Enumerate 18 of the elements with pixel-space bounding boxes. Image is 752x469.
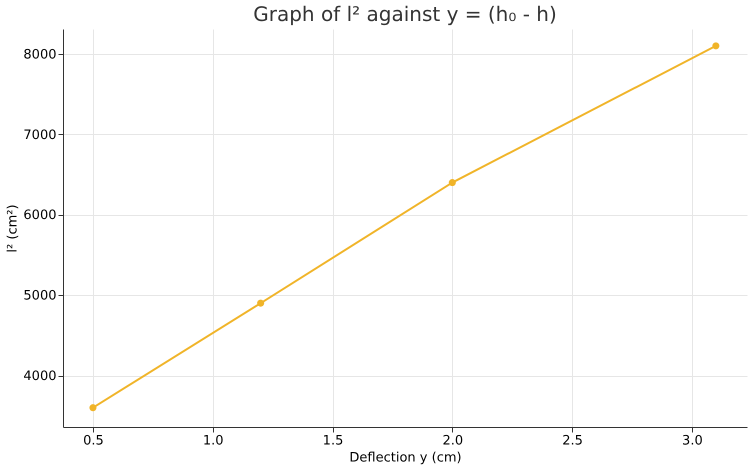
x-tick-label: 3.0 bbox=[682, 434, 703, 448]
y-tick-label: 5000 bbox=[23, 288, 56, 304]
point bbox=[448, 179, 456, 186]
y-axis-title: l² (cm²) bbox=[5, 204, 20, 253]
chart-title: Graph of l² against y = (h₀ - h) bbox=[253, 2, 557, 26]
y-tick-label: 4000 bbox=[23, 369, 56, 384]
y-tick-label: 6000 bbox=[23, 208, 56, 224]
y-tick-label: 8000 bbox=[23, 47, 56, 62]
y-tick-label: 7000 bbox=[23, 128, 56, 143]
x-axis-title: Deflection y (cm) bbox=[349, 450, 462, 466]
point bbox=[257, 300, 264, 307]
x-tick-label: 1.5 bbox=[322, 434, 344, 448]
point bbox=[712, 42, 720, 50]
x-tick-label: 2.0 bbox=[442, 434, 464, 448]
x-tick-label: 1.0 bbox=[202, 434, 224, 448]
x-tick-label: 0.5 bbox=[83, 434, 104, 448]
point bbox=[89, 404, 96, 412]
x-tick-label: 2.5 bbox=[562, 434, 583, 448]
